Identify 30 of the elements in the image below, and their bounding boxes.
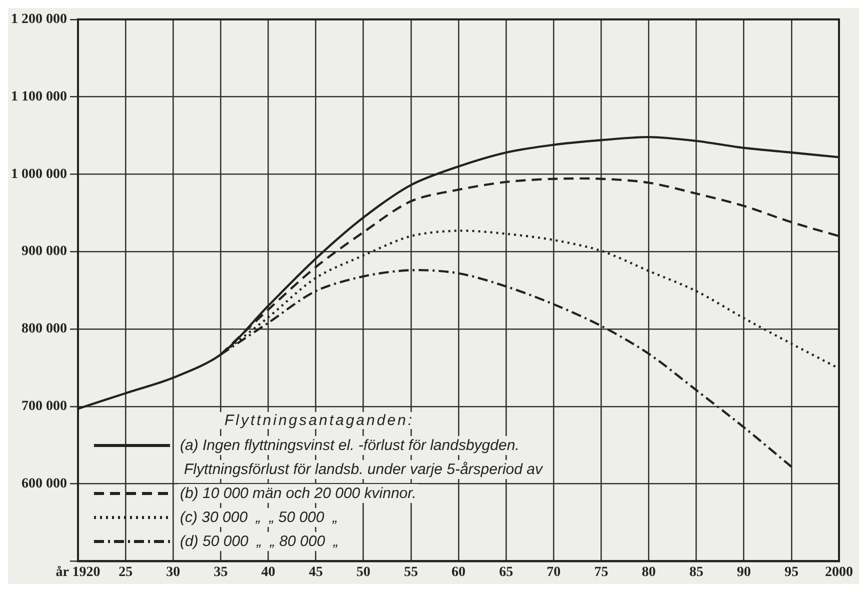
legend-title: Flyttningsantaganden: bbox=[220, 412, 418, 430]
x-tick-label: 80 bbox=[642, 565, 656, 580]
x-tick-label: 35 bbox=[214, 565, 228, 580]
y-tick-label: 600 000 bbox=[22, 476, 67, 492]
x-tick-label: 75 bbox=[594, 565, 608, 580]
y-tick-label: 800 000 bbox=[22, 322, 67, 337]
annotation: Flyttningsförlust för landsb. under varje 5-årsperiod av bbox=[182, 460, 545, 479]
x-tick-label: 70 bbox=[546, 565, 561, 580]
x-tick-label: 25 bbox=[118, 565, 133, 580]
x-tick-label: 90 bbox=[736, 565, 751, 580]
x-tick-label: 30 bbox=[166, 565, 180, 580]
x-tick-label: 60 bbox=[452, 565, 466, 580]
legend-label: (d) 50 000 „ „ 80 000 „ bbox=[178, 532, 340, 551]
legend-label: (c) 30 000 „ „ 50 000 „ bbox=[178, 508, 340, 527]
x-tick-label: 95 bbox=[784, 565, 798, 580]
y-tick-label: 1 200 000 bbox=[11, 12, 67, 28]
x-tick-label: 65 bbox=[499, 565, 514, 580]
x-tick-label: 50 bbox=[356, 565, 370, 580]
x-tick-label: 2000 bbox=[825, 565, 853, 580]
x-tick-label: 85 bbox=[689, 565, 704, 580]
y-tick-label: 1 000 000 bbox=[11, 166, 67, 182]
y-tick-label: 1 100 000 bbox=[11, 89, 67, 104]
y-tick-label: 700 000 bbox=[22, 399, 67, 414]
x-tick-label: 40 bbox=[261, 565, 276, 580]
legend-label: (b) 10 000 män och 20 000 kvinnor. bbox=[178, 484, 418, 503]
x-tick-label: 45 bbox=[308, 565, 323, 580]
x-tick-label: 55 bbox=[404, 565, 418, 580]
x-tick-label: år 1920 bbox=[56, 565, 100, 580]
y-tick-label: 900 000 bbox=[22, 244, 67, 260]
legend-label: (a) Ingen flyttningsvinst el. -förlust för landsbygden. bbox=[178, 436, 522, 455]
